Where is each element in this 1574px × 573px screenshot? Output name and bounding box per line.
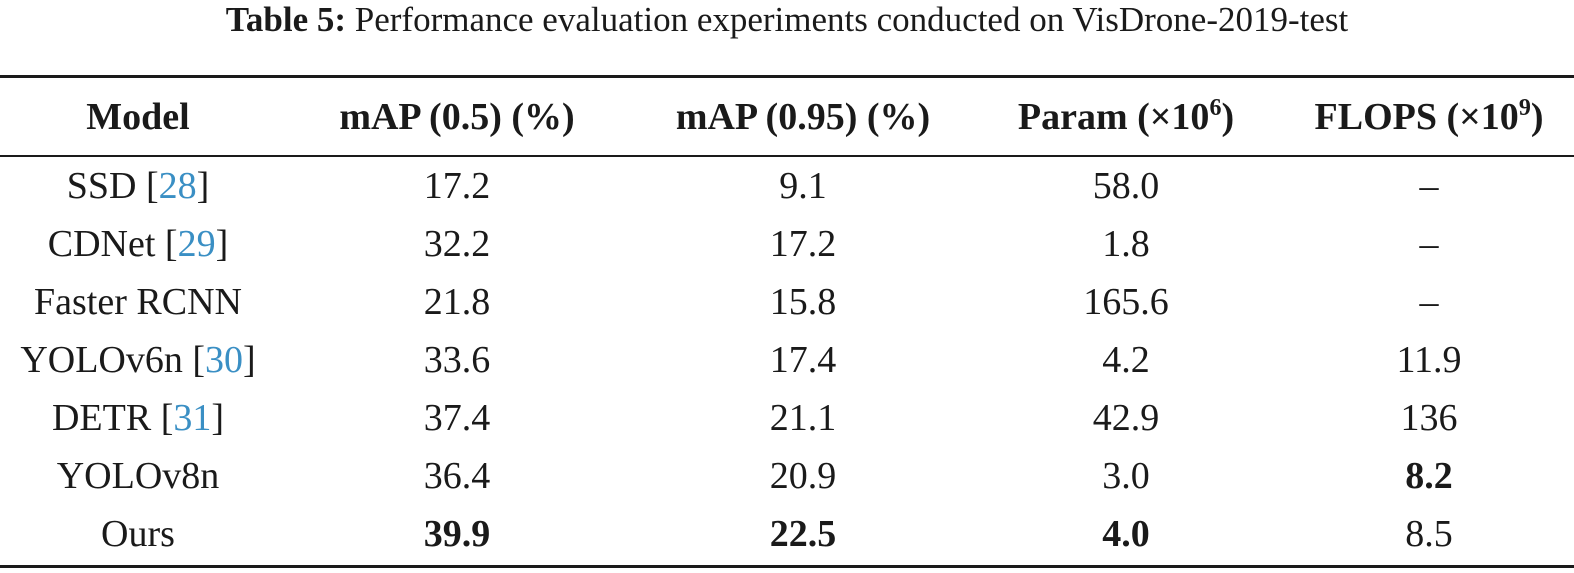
column-header-text: Param (×10 [1017,95,1210,138]
column-header: FLOPS (×109) [1284,78,1574,155]
column-header-close: ) [1221,95,1235,138]
column-header-text: mAP (0.5) (%) [339,95,575,138]
table-row: SSD [28] 17.2 9.1 58.0 – [0,155,1574,215]
table-body: SSD [28] 17.2 9.1 58.0 – CDNet [29] 32.2 17.2 1.… [0,155,1574,563]
model-name: Ours [101,513,175,555]
map95-cell: 22.5 [769,513,837,555]
model-name: YOLOv8n [56,455,220,497]
citation-link[interactable]: 28 [158,165,197,207]
table-top-rule [0,75,1574,78]
citation-bracket: [ [160,397,174,439]
param-cell: 1.8 [1102,223,1150,265]
flops-cell: 11.9 [1396,339,1462,381]
map95-cell: 21.1 [769,397,837,439]
model-cell: YOLOv6n [30] [0,331,276,389]
map50-cell: 36.4 [423,455,491,497]
model-cell: YOLOv8n [0,447,276,505]
map50-cell: 17.2 [423,165,491,207]
table-row: YOLOv8n 36.4 20.9 3.0 8.2 [0,447,1574,505]
citation-bracket: ] [211,397,225,439]
flops-cell: 136 [1400,397,1458,439]
citation-link[interactable]: 29 [177,223,216,265]
map50-cell: 33.6 [423,339,491,381]
model-cell: DETR [31] [0,389,276,447]
column-header-text: mAP (0.95) (%) [675,95,931,138]
table-row: Faster RCNN 21.8 15.8 165.6 – [0,273,1574,331]
column-header: mAP (0.95) (%) [638,78,968,155]
citation-bracket: ] [215,223,229,265]
param-cell: 165.6 [1083,281,1169,323]
citation-bracket: ] [243,339,256,381]
model-cell: CDNet [29] [0,215,276,273]
map95-cell: 17.2 [769,223,837,265]
flops-cell: – [1419,223,1439,265]
model-name: YOLOv6n [20,339,183,381]
header-row: Model mAP (0.5) (%) mAP (0.95) (%) Param (×… [0,78,1574,155]
table-header-rule [0,155,1574,157]
table-row: YOLOv6n [30] 33.6 17.4 4.2 11.9 [0,331,1574,389]
map50-cell: 37.4 [423,397,491,439]
map95-cell: 9.1 [779,165,827,207]
flops-cell: – [1419,281,1439,323]
results-table: Model mAP (0.5) (%) mAP (0.95) (%) Param (×… [0,78,1574,563]
column-header-text: Model [86,95,190,138]
model-cell: SSD [28] [0,155,276,215]
param-cell: 3.0 [1102,455,1150,497]
model-name: SSD [66,165,137,207]
flops-cell: 8.5 [1405,513,1453,555]
param-cell: 4.2 [1102,339,1150,381]
citation-bracket: ] [196,165,210,207]
map95-cell: 15.8 [769,281,837,323]
map50-cell: 32.2 [423,223,491,265]
model-cell: Faster RCNN [0,273,276,331]
model-name: DETR [51,397,152,439]
column-header: Param (×106) [968,78,1284,155]
citation-link[interactable]: 31 [173,397,212,439]
citation-link[interactable]: 30 [205,339,244,381]
flops-cell: 8.2 [1405,455,1453,497]
citation-bracket: [ [145,165,159,207]
model-name: CDNet [47,223,156,265]
column-header: mAP (0.5) (%) [276,78,638,155]
model-cell: Ours [0,505,276,563]
param-cell: 58.0 [1092,165,1160,207]
flops-cell: – [1419,165,1439,207]
map95-cell: 17.4 [769,339,837,381]
param-cell: 42.9 [1092,397,1160,439]
table-caption: Table 5: Performance evaluation experime… [0,0,1574,50]
table-row: Ours 39.9 22.5 4.0 8.5 [0,505,1574,563]
column-header-exponent: 6 [1209,94,1222,121]
table-row: CDNet [29] 32.2 17.2 1.8 – [0,215,1574,273]
model-name: Faster RCNN [34,281,242,323]
column-header: Model [0,78,276,155]
table-bottom-rule [0,565,1574,568]
table-caption-text: Performance evaluation experiments condu… [354,0,1349,39]
table-row: DETR [31] 37.4 21.1 42.9 136 [0,389,1574,447]
map50-cell: 39.9 [423,513,491,555]
column-header-close: ) [1530,95,1544,138]
citation-bracket: [ [192,339,206,381]
citation-bracket: [ [164,223,178,265]
table-caption-label: Table 5: [225,0,347,39]
param-cell: 4.0 [1102,513,1150,555]
map95-cell: 20.9 [769,455,837,497]
column-header-exponent: 9 [1518,94,1531,121]
column-header-text: FLOPS (×10 [1314,95,1519,138]
map50-cell: 21.8 [423,281,491,323]
